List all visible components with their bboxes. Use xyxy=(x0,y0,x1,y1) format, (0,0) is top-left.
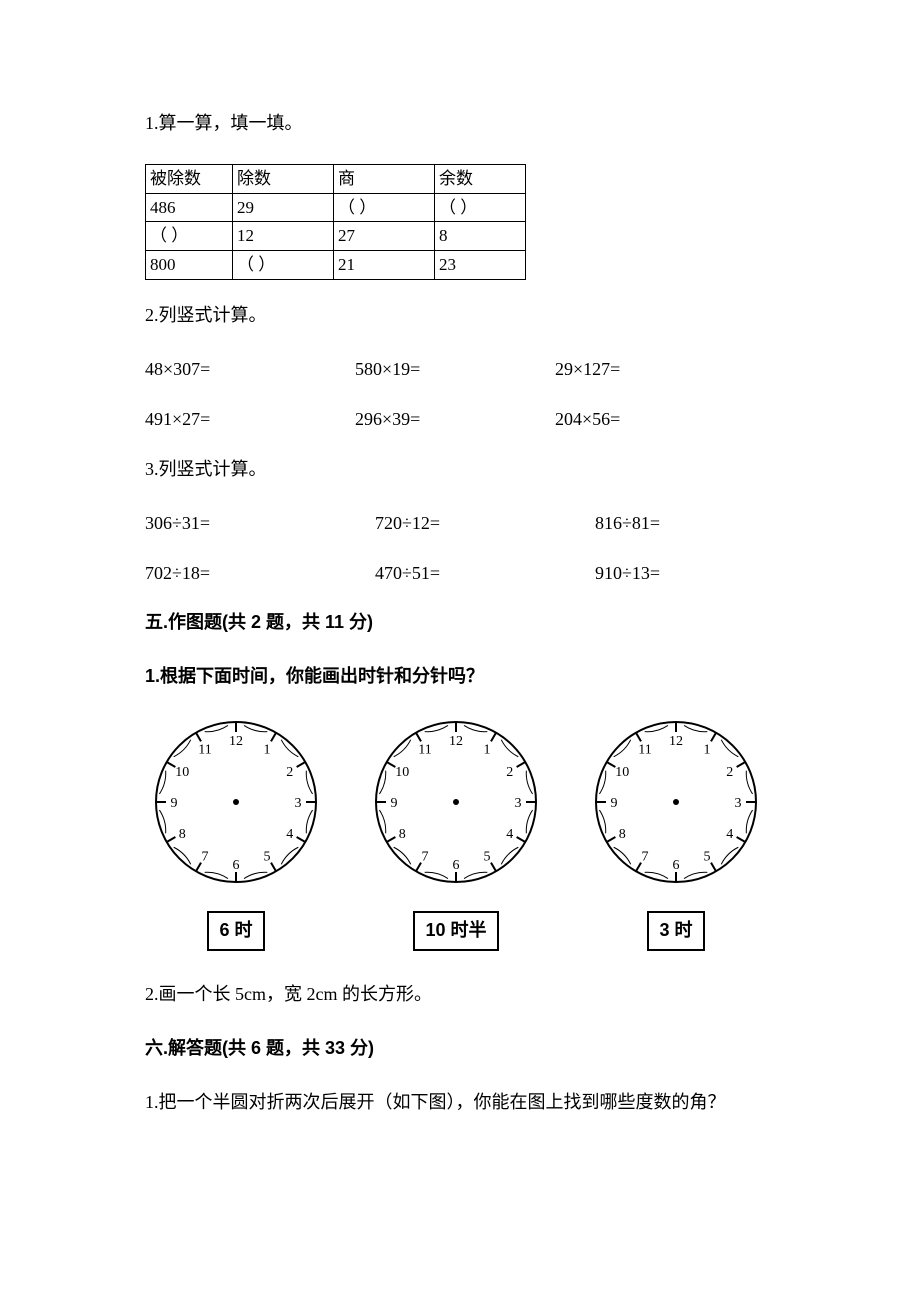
th-dividend: 被除数 xyxy=(146,164,233,193)
clock-3: 12 12 3 45 6 7 8 9 10 11 xyxy=(591,717,761,887)
cell: 29 xyxy=(233,193,334,222)
svg-text:7: 7 xyxy=(642,850,649,865)
section6-q1: 1.把一个半圆对折两次后展开（如下图），你能在图上找到哪些度数的角？ xyxy=(145,1089,775,1117)
clock-label-2: 10 时半 xyxy=(413,911,498,951)
clock-labels-row: 6 时 10 时半 3 时 xyxy=(151,911,775,951)
clock-label-1: 6 时 xyxy=(207,911,264,951)
expr: 48×307= xyxy=(145,356,355,384)
svg-text:5: 5 xyxy=(484,850,491,865)
clock-1: 12 12 3 45 6 7 8 9 10 11 xyxy=(151,717,321,887)
svg-text:1: 1 xyxy=(264,743,271,758)
svg-text:6: 6 xyxy=(453,858,460,873)
svg-text:2: 2 xyxy=(286,765,293,780)
expr: 29×127= xyxy=(555,356,715,384)
th-remainder: 余数 xyxy=(435,164,526,193)
cell: 800 xyxy=(146,251,233,280)
svg-text:4: 4 xyxy=(726,827,733,842)
svg-text:12: 12 xyxy=(229,734,243,749)
cell: 12 xyxy=(233,222,334,251)
clocks-row: 121234567891011 121234567891011 12123456… xyxy=(151,717,775,887)
cell: 23 xyxy=(435,251,526,280)
cell: （ ） xyxy=(146,222,233,251)
clock-face-icon: 12 12 3 45 6 7 8 9 10 11 xyxy=(151,717,321,887)
svg-text:7: 7 xyxy=(422,850,429,865)
table-row: 800 （ ） 21 23 xyxy=(146,251,526,280)
section6-heading: 六.解答题(共 6 题，共 33 分) xyxy=(145,1035,775,1063)
clock-label-3: 3 时 xyxy=(647,911,704,951)
q1-table: 被除数 除数 商 余数 486 29 （ ） （ ） （ ） 12 27 8 8… xyxy=(145,164,526,280)
svg-text:6: 6 xyxy=(673,858,680,873)
expr: 296×39= xyxy=(355,406,555,434)
expr: 816÷81= xyxy=(595,510,755,538)
svg-text:10: 10 xyxy=(175,765,189,780)
expr: 580×19= xyxy=(355,356,555,384)
cell: 21 xyxy=(334,251,435,280)
svg-text:10: 10 xyxy=(395,765,409,780)
svg-text:9: 9 xyxy=(391,796,398,811)
svg-text:10: 10 xyxy=(615,765,629,780)
expr: 702÷18= xyxy=(145,560,375,588)
svg-text:2: 2 xyxy=(506,765,513,780)
table-row: （ ） 12 27 8 xyxy=(146,222,526,251)
table-header-row: 被除数 除数 商 余数 xyxy=(146,164,526,193)
clock-face-icon: 12 12 3 45 6 7 8 9 10 11 xyxy=(591,717,761,887)
expr: 720÷12= xyxy=(375,510,595,538)
svg-text:1: 1 xyxy=(484,743,491,758)
expr: 470÷51= xyxy=(375,560,595,588)
section5-q1: 1.根据下面时间，你能画出时针和分针吗？ xyxy=(145,663,775,691)
cell: （ ） xyxy=(334,193,435,222)
cell: 486 xyxy=(146,193,233,222)
clock-2: 12 12 3 45 6 7 8 9 10 11 xyxy=(371,717,541,887)
expr: 910÷13= xyxy=(595,560,755,588)
svg-text:12: 12 xyxy=(669,734,683,749)
svg-text:11: 11 xyxy=(638,743,651,758)
q2-title: 2.列竖式计算。 xyxy=(145,302,775,330)
svg-text:9: 9 xyxy=(171,796,178,811)
svg-text:3: 3 xyxy=(515,796,522,811)
cell: 27 xyxy=(334,222,435,251)
svg-text:8: 8 xyxy=(619,827,626,842)
svg-text:3: 3 xyxy=(735,796,742,811)
svg-text:8: 8 xyxy=(399,827,406,842)
cell: （ ） xyxy=(435,193,526,222)
svg-text:9: 9 xyxy=(611,796,618,811)
cell: （ ） xyxy=(233,251,334,280)
svg-text:5: 5 xyxy=(704,850,711,865)
expr: 204×56= xyxy=(555,406,715,434)
svg-text:3: 3 xyxy=(295,796,302,811)
expr: 306÷31= xyxy=(145,510,375,538)
q3-title: 3.列竖式计算。 xyxy=(145,456,775,484)
svg-text:4: 4 xyxy=(286,827,293,842)
svg-text:2: 2 xyxy=(726,765,733,780)
th-divisor: 除数 xyxy=(233,164,334,193)
svg-text:11: 11 xyxy=(198,743,211,758)
q1-title: 1.算一算，填一填。 xyxy=(145,110,775,138)
svg-text:4: 4 xyxy=(506,827,513,842)
svg-text:8: 8 xyxy=(179,827,186,842)
section5-q2: 2.画一个长 5cm，宽 2cm 的长方形。 xyxy=(145,981,775,1009)
svg-text:11: 11 xyxy=(418,743,431,758)
section5-heading: 五.作图题(共 2 题，共 11 分) xyxy=(145,609,775,637)
cell: 8 xyxy=(435,222,526,251)
svg-text:6: 6 xyxy=(233,858,240,873)
svg-text:12: 12 xyxy=(449,734,463,749)
svg-text:7: 7 xyxy=(202,850,209,865)
th-quotient: 商 xyxy=(334,164,435,193)
clock-face-icon: 12 12 3 45 6 7 8 9 10 11 xyxy=(371,717,541,887)
svg-text:1: 1 xyxy=(704,743,711,758)
expr: 491×27= xyxy=(145,406,355,434)
svg-text:5: 5 xyxy=(264,850,271,865)
table-row: 486 29 （ ） （ ） xyxy=(146,193,526,222)
